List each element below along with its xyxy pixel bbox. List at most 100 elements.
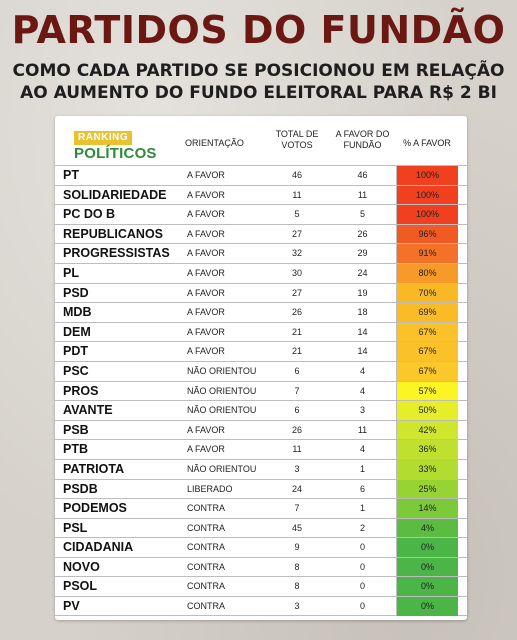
favor-votes-cell: 4 xyxy=(359,444,365,455)
table-row: PV CONTRA 3 0 0% xyxy=(55,596,467,617)
table-row: NOVO CONTRA 8 0 0% xyxy=(55,556,467,577)
table-row: PTB A FAVOR 11 4 36% xyxy=(55,439,467,460)
favor-votes-cell: 14 xyxy=(357,346,368,357)
total-votes-cell: 3 xyxy=(294,463,300,474)
party-name: PROGRESSISTAS xyxy=(63,246,170,261)
header-favor-line-1: A FAVOR DO xyxy=(335,129,390,139)
orientation-cell: NÃO ORIENTOU xyxy=(187,405,257,416)
orientation-cell: A FAVOR xyxy=(187,228,225,239)
subtitle-line-2: AO AUMENTO DO FUNDO ELEITORAL PARA R$ 2 … xyxy=(20,83,497,103)
table-row: PDT A FAVOR 21 14 67% xyxy=(55,341,467,362)
orientation-cell: A FAVOR xyxy=(187,444,225,455)
percent-favor-cell: 80% xyxy=(396,263,458,283)
percent-favor-cell: 57% xyxy=(396,381,458,401)
party-name: REPUBLICANOS xyxy=(63,226,164,241)
party-name: DEM xyxy=(63,324,91,339)
favor-votes-cell: 6 xyxy=(359,483,365,494)
total-votes-cell: 24 xyxy=(291,483,302,494)
percent-favor-cell: 42% xyxy=(396,420,458,440)
party-name: PL xyxy=(63,265,79,280)
total-votes-cell: 30 xyxy=(291,267,302,278)
percent-favor-cell: 0% xyxy=(396,557,458,577)
total-votes-cell: 6 xyxy=(294,365,300,376)
percent-favor-cell: 67% xyxy=(396,361,458,381)
subtitle-line-1: COMO CADA PARTIDO SE POSICIONOU EM RELAÇ… xyxy=(12,61,505,81)
table-row: SOLIDARIEDADE A FAVOR 11 11 100% xyxy=(55,184,467,205)
table-row: PSL CONTRA 45 2 4% xyxy=(55,517,467,538)
party-name: NOVO xyxy=(63,559,100,574)
party-name: PSD xyxy=(63,285,89,300)
favor-votes-cell: 0 xyxy=(359,581,365,592)
orientation-cell: A FAVOR xyxy=(187,189,225,200)
percent-favor-cell: 91% xyxy=(396,244,458,264)
logo-top-text: RANKING xyxy=(74,131,133,145)
party-rows: PT A FAVOR 46 46 100% SOLIDARIEDADE A FAVOR 11 1… xyxy=(55,165,467,617)
table-row: REPUBLICANOS A FAVOR 27 26 96% xyxy=(55,223,467,244)
party-name: PODEMOS xyxy=(63,501,127,516)
total-votes-cell: 21 xyxy=(291,326,302,337)
total-votes-cell: 45 xyxy=(291,522,302,533)
party-name: PSL xyxy=(63,520,88,535)
orientation-cell: A FAVOR xyxy=(187,209,225,220)
total-votes-cell: 11 xyxy=(292,189,302,200)
ranking-table-card: RANKING POLÍTICOS ORIENTAÇÃO TOTAL DE VO… xyxy=(55,116,467,620)
table-row: PL A FAVOR 30 24 80% xyxy=(55,262,467,283)
header-total-line-2: VOTOS xyxy=(281,140,313,150)
total-votes-cell: 9 xyxy=(294,542,300,553)
party-name: PSB xyxy=(63,422,89,437)
favor-votes-cell: 5 xyxy=(359,209,365,220)
orientation-cell: A FAVOR xyxy=(187,326,225,337)
table-row: MDB A FAVOR 26 18 69% xyxy=(55,302,467,323)
total-votes-cell: 7 xyxy=(294,385,300,396)
orientation-cell: A FAVOR xyxy=(187,248,225,259)
favor-votes-cell: 0 xyxy=(359,561,365,572)
percent-favor-cell: 33% xyxy=(396,459,458,479)
table-row: PSC NÃO ORIENTOU 6 4 67% xyxy=(55,360,467,381)
percent-favor-cell: 100% xyxy=(396,166,458,185)
party-name: PSDB xyxy=(63,481,98,496)
favor-votes-cell: 24 xyxy=(357,267,368,278)
orientation-cell: NÃO ORIENTOU xyxy=(187,463,257,474)
party-name: SOLIDARIEDADE xyxy=(63,187,167,202)
favor-votes-cell: 19 xyxy=(357,287,368,298)
party-name: CIDADANIA xyxy=(63,540,134,555)
party-name: MDB xyxy=(63,305,92,320)
favor-votes-cell: 26 xyxy=(357,228,368,239)
favor-votes-cell: 11 xyxy=(357,424,368,435)
percent-favor-cell: 0% xyxy=(396,577,458,597)
favor-votes-cell: 4 xyxy=(359,365,365,376)
party-name: PT xyxy=(63,168,79,182)
total-votes-cell: 26 xyxy=(291,307,302,318)
percent-favor-cell: 14% xyxy=(396,499,458,519)
header-total-line-1: TOTAL DE xyxy=(275,129,319,139)
table-row: PSDB LIBERADO 24 6 25% xyxy=(55,478,467,499)
favor-votes-cell: 1 xyxy=(359,463,365,474)
favor-votes-cell: 0 xyxy=(359,542,365,553)
percent-favor-cell: 67% xyxy=(396,342,458,362)
favor-votes-cell: 3 xyxy=(359,405,365,416)
table-row: PROS NÃO ORIENTOU 7 4 57% xyxy=(55,380,467,401)
table-row: PATRIOTA NÃO ORIENTOU 3 1 33% xyxy=(55,458,467,479)
total-votes-cell: 26 xyxy=(291,424,302,435)
favor-votes-cell: 14 xyxy=(357,326,368,337)
ranking-politicos-logo: RANKING POLÍTICOS xyxy=(74,125,156,162)
percent-favor-cell: 70% xyxy=(396,283,458,303)
total-votes-cell: 11 xyxy=(292,444,302,455)
percent-favor-cell: 4% xyxy=(396,518,458,538)
favor-votes-cell: 46 xyxy=(357,170,368,180)
table-row: DEM A FAVOR 21 14 67% xyxy=(55,321,467,342)
orientation-cell: CONTRA xyxy=(187,601,225,612)
orientation-cell: LIBERADO xyxy=(187,483,233,494)
logo-bottom-text: POLÍTICOS xyxy=(74,145,157,162)
table-row: AVANTE NÃO ORIENTOU 6 3 50% xyxy=(55,400,467,421)
party-name: PATRIOTA xyxy=(63,461,125,476)
header-orientation: ORIENTAÇÃO xyxy=(185,138,244,148)
percent-favor-cell: 100% xyxy=(396,185,458,205)
orientation-cell: CONTRA xyxy=(187,581,225,592)
table-row: PSD A FAVOR 27 19 70% xyxy=(55,282,467,303)
party-name: PV xyxy=(63,599,80,614)
orientation-cell: NÃO ORIENTOU xyxy=(187,365,257,376)
percent-favor-cell: 67% xyxy=(396,322,458,342)
header-in-favor: A FAVOR DO FUNDÃO xyxy=(325,129,400,151)
favor-votes-cell: 29 xyxy=(357,248,368,259)
